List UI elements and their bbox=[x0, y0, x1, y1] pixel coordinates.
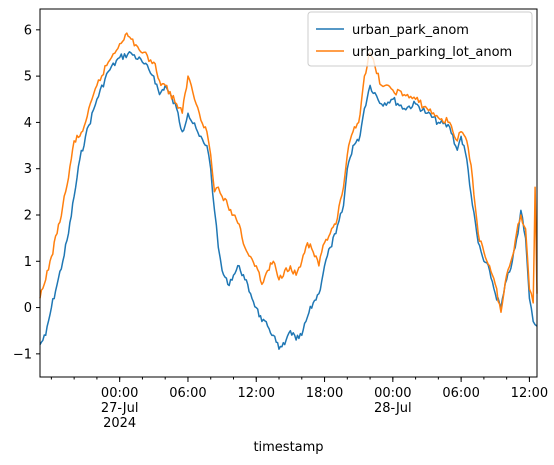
x-axis-label: timestamp bbox=[253, 440, 323, 455]
y-tick-label: 1 bbox=[24, 255, 32, 270]
y-tick-label: 3 bbox=[24, 162, 32, 177]
y-tick-label: 6 bbox=[24, 23, 32, 38]
x-tick-label: 06:00 bbox=[442, 386, 479, 401]
x-tick-label: 27-Jul bbox=[101, 401, 139, 416]
y-tick-label: 5 bbox=[24, 70, 32, 85]
series-layer bbox=[39, 32, 538, 350]
legend-label: urban_parking_lot_anom bbox=[352, 45, 512, 60]
x-tick-label: 06:00 bbox=[169, 386, 206, 401]
y-tick-label: 4 bbox=[24, 116, 32, 131]
legend: urban_park_anom urban_parking_lot_anom bbox=[307, 11, 533, 67]
x-tick-label: 28-Jul bbox=[374, 401, 412, 416]
plot-frame bbox=[39, 8, 538, 378]
x-tick-label: 18:00 bbox=[306, 386, 343, 401]
y-tick-label: 2 bbox=[24, 208, 32, 223]
y-axis: −1 0 1 2 3 4 5 6 bbox=[13, 23, 40, 362]
legend-box bbox=[307, 11, 533, 67]
y-tick-label: 0 bbox=[24, 301, 32, 316]
series-line-urban_park_anom bbox=[39, 51, 538, 350]
y-tick-label: −1 bbox=[13, 347, 32, 362]
x-tick-label: 00:00 bbox=[101, 386, 138, 401]
x-tick-label: 00:00 bbox=[374, 386, 411, 401]
x-tick-label: 2024 bbox=[103, 416, 136, 431]
legend-label: urban_park_anom bbox=[352, 23, 469, 38]
series-line-urban_parking_lot_anom bbox=[39, 32, 538, 313]
x-tick-label: 12:00 bbox=[238, 386, 275, 401]
x-tick-label: 12:00 bbox=[511, 386, 548, 401]
